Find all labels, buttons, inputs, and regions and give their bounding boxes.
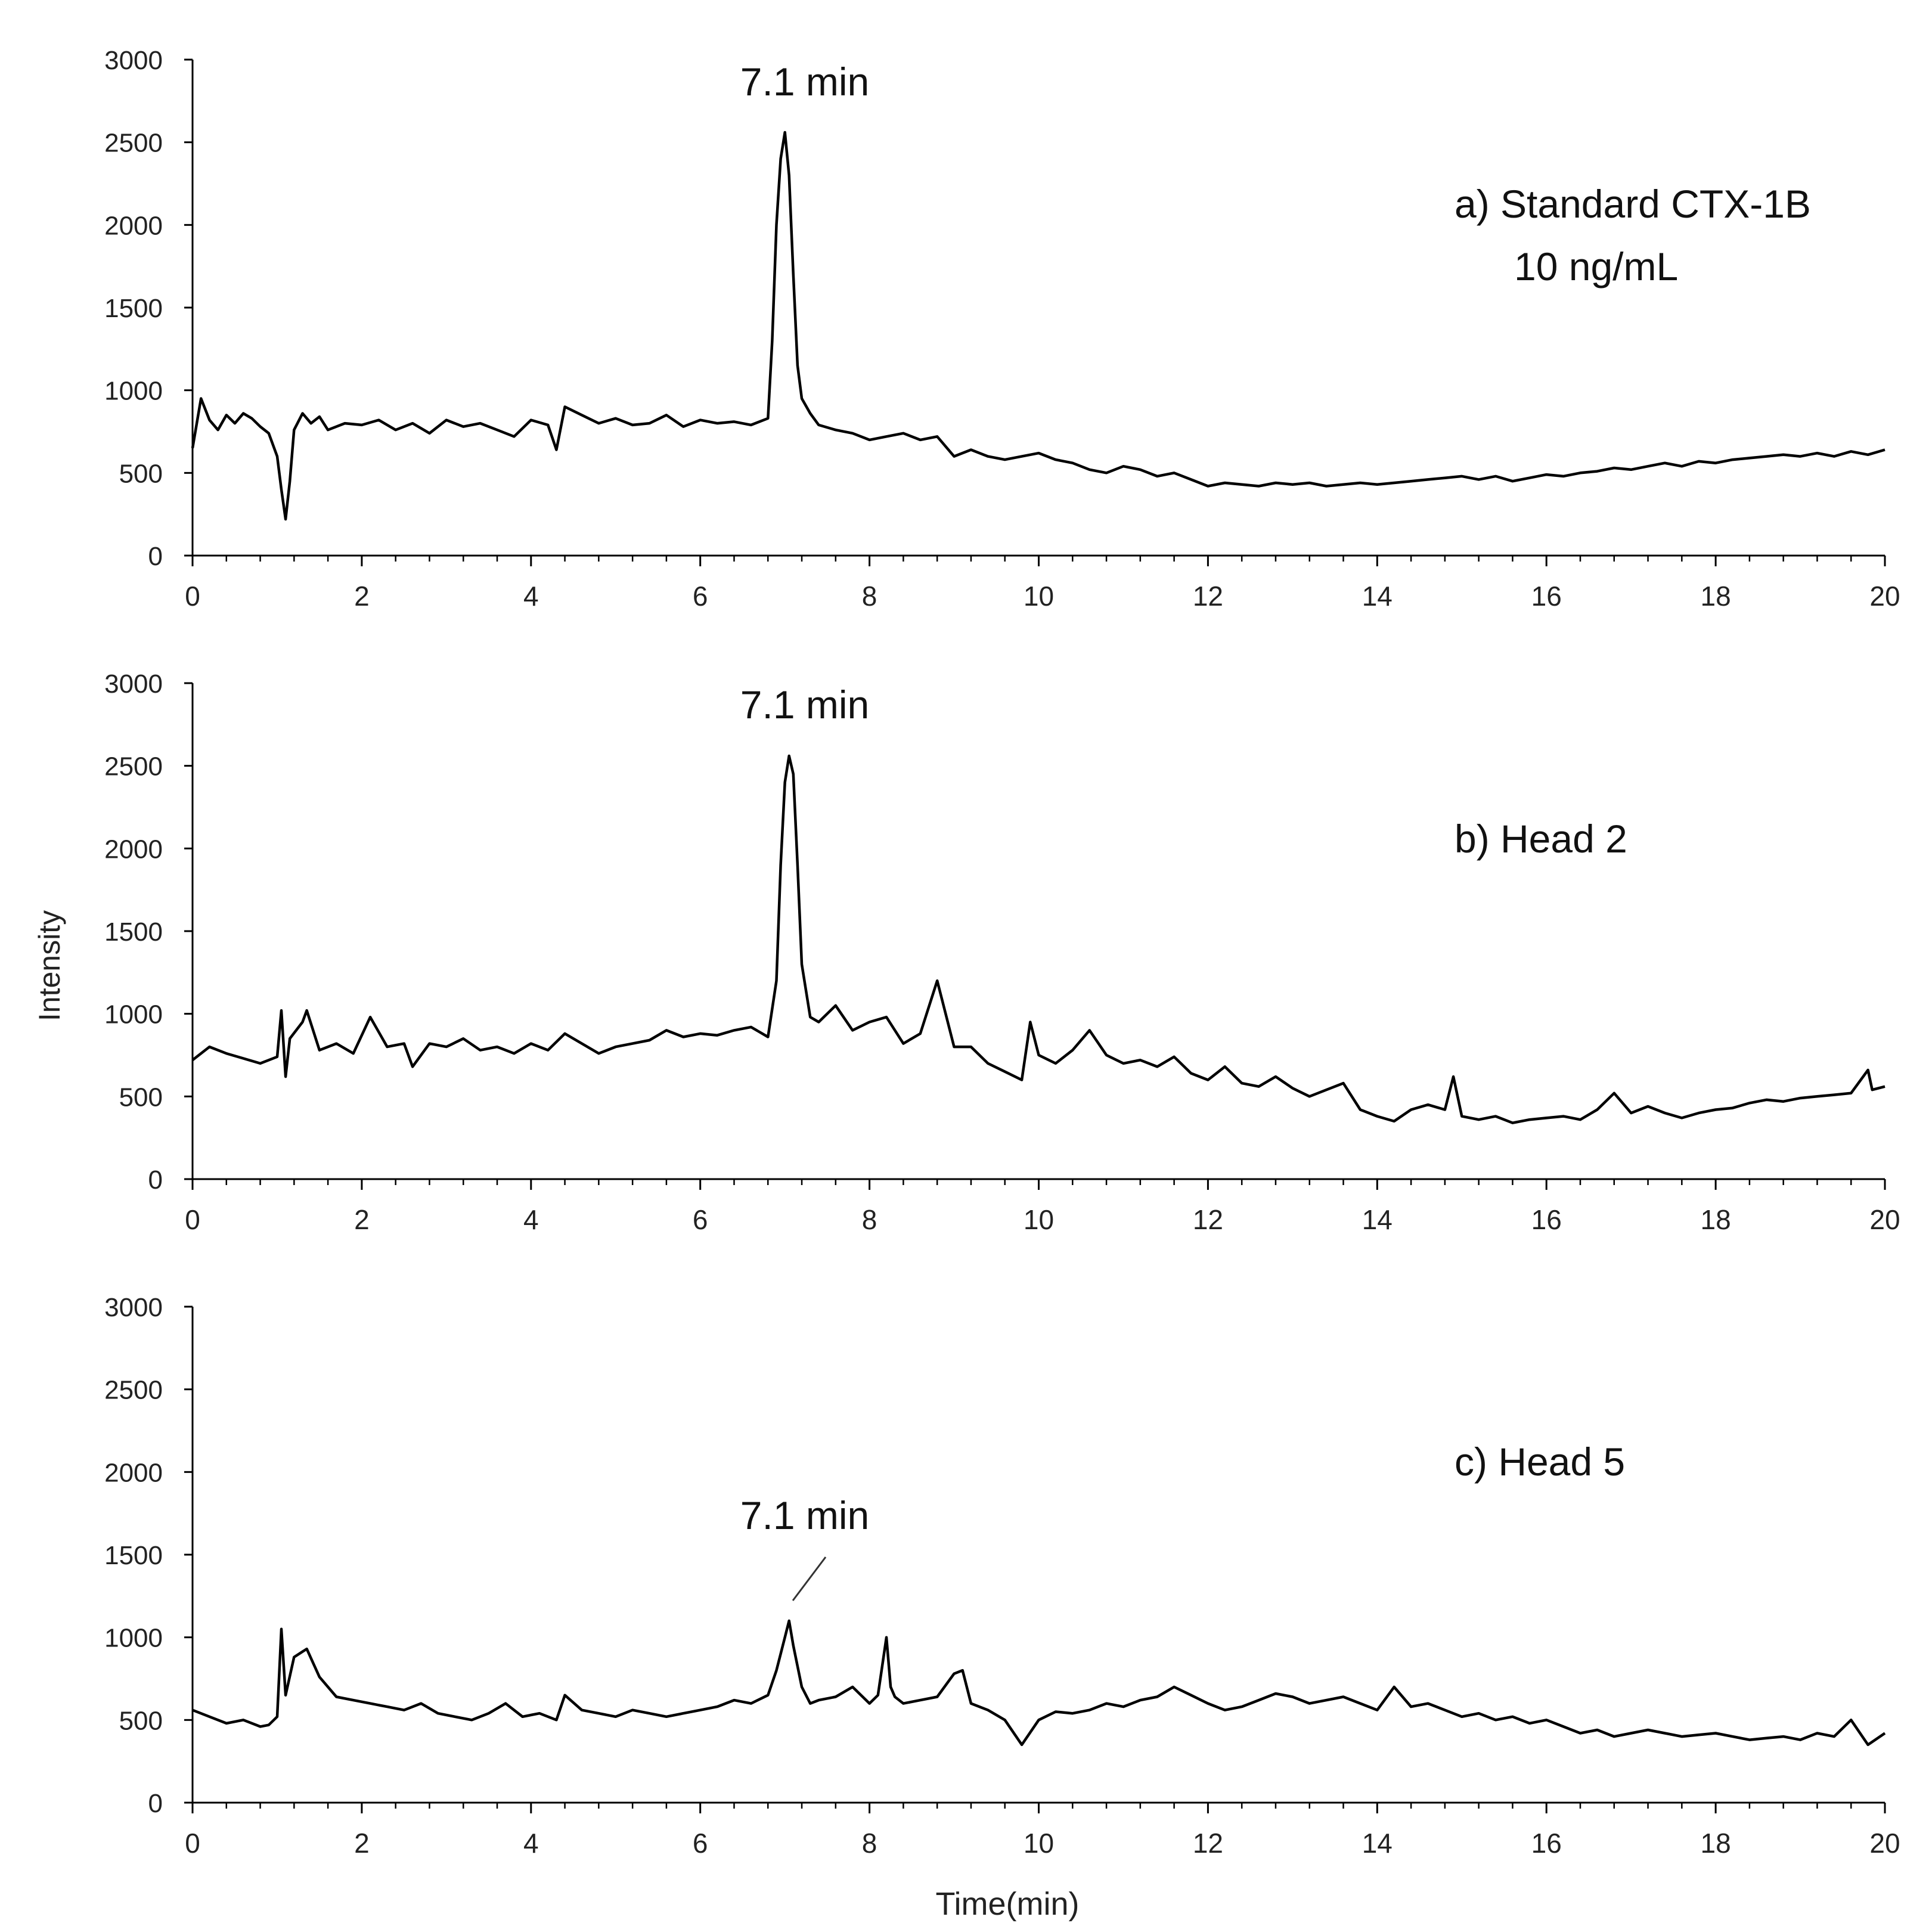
x-tick-label: 6 (693, 581, 708, 612)
x-tick-label: 4 (523, 1828, 539, 1859)
y-tick-label: 1000 (104, 1000, 163, 1029)
x-tick-label: 0 (185, 1204, 200, 1235)
y-tick-label: 1000 (104, 1624, 163, 1653)
peak-leader-line (792, 1556, 827, 1601)
x-tick-label: 4 (523, 581, 539, 612)
x-tick-label: 0 (185, 581, 200, 612)
x-tick-label: 18 (1701, 1204, 1731, 1235)
peak-annotation: 7.1 min (740, 60, 869, 104)
y-tick-label: 1500 (104, 917, 163, 947)
x-tick-label: 8 (862, 1204, 877, 1235)
x-tick-label: 2 (354, 581, 370, 612)
y-tick-label: 2000 (104, 211, 163, 240)
peak-annotation: 7.1 min (740, 1493, 869, 1537)
y-tick-label: 2500 (104, 129, 163, 158)
y-tick-label: 0 (148, 1165, 163, 1195)
x-tick-label: 2 (354, 1828, 370, 1859)
chart-panel-c: 0 500 1000 1500 2000 2500 3000 0 2 4 6 8 10 12 14 16 18 2… (104, 1293, 1900, 1859)
chart-panel-a: 0 500 1000 1500 2000 2500 3000 0 2 4 6 8 10 12 14 16 18 2… (104, 46, 1900, 612)
y-tick-label: 3000 (104, 1293, 163, 1322)
x-tick-label: 0 (185, 1828, 200, 1859)
x-tick-label: 20 (1869, 1828, 1900, 1859)
y-tick-label: 500 (119, 1083, 163, 1112)
x-tick-label: 8 (862, 581, 877, 612)
panel-label: c) Head 5 (1455, 1440, 1625, 1484)
chromatogram-trace (191, 131, 1886, 521)
x-tick-label: 6 (693, 1828, 708, 1859)
y-tick-label: 1500 (104, 294, 163, 323)
x-tick-label: 16 (1531, 1204, 1562, 1235)
y-axis-title: Intensity (33, 910, 66, 1021)
peak-annotation: 7.1 min (740, 683, 869, 727)
x-tick-label: 16 (1531, 1828, 1562, 1859)
y-tick-label: 0 (148, 542, 163, 571)
y-tick-label: 500 (119, 459, 163, 488)
chromatogram-trace (191, 754, 1886, 1124)
y-tick-label: 1500 (104, 1541, 163, 1570)
x-tick-label: 14 (1362, 1828, 1393, 1859)
y-tick-label: 0 (148, 1789, 163, 1818)
x-tick-label: 8 (862, 1828, 877, 1859)
x-tick-label: 4 (523, 1204, 539, 1235)
x-tick-label: 6 (693, 1204, 708, 1235)
y-tick-label: 2500 (104, 1376, 163, 1405)
x-tick-label: 10 (1024, 1828, 1054, 1859)
y-tick-label: 3000 (104, 46, 163, 75)
x-tick-label: 18 (1701, 581, 1731, 612)
x-tick-label: 2 (354, 1204, 370, 1235)
x-tick-label: 14 (1362, 1204, 1393, 1235)
x-tick-label: 12 (1193, 1204, 1223, 1235)
x-tick-label: 12 (1193, 581, 1223, 612)
panel-label: a) Standard CTX-1B (1455, 182, 1811, 226)
chart-panel-b: 0 500 1000 1500 2000 2500 3000 0 2 4 6 8 10 12 14 16 18 2… (104, 669, 1900, 1235)
panel-sublabel: 10 ng/mL (1514, 244, 1678, 289)
x-tick-label: 10 (1024, 581, 1054, 612)
x-tick-label: 14 (1362, 581, 1393, 612)
x-tick-label: 18 (1701, 1828, 1731, 1859)
y-tick-label: 1000 (104, 377, 163, 406)
x-axis-title: Time(min) (936, 1886, 1080, 1922)
y-tick-label: 2000 (104, 835, 163, 864)
panel-label: b) Head 2 (1455, 817, 1627, 861)
x-tick-label: 10 (1024, 1204, 1054, 1235)
y-tick-label: 3000 (104, 669, 163, 699)
x-tick-label: 12 (1193, 1828, 1223, 1859)
y-tick-label: 500 (119, 1706, 163, 1735)
x-tick-label: 20 (1869, 1204, 1900, 1235)
chromatogram-trace (192, 1619, 1886, 1747)
y-tick-label: 2000 (104, 1458, 163, 1487)
x-tick-label: 16 (1531, 581, 1562, 612)
x-tick-label: 20 (1869, 581, 1900, 612)
y-tick-label: 2500 (104, 752, 163, 782)
